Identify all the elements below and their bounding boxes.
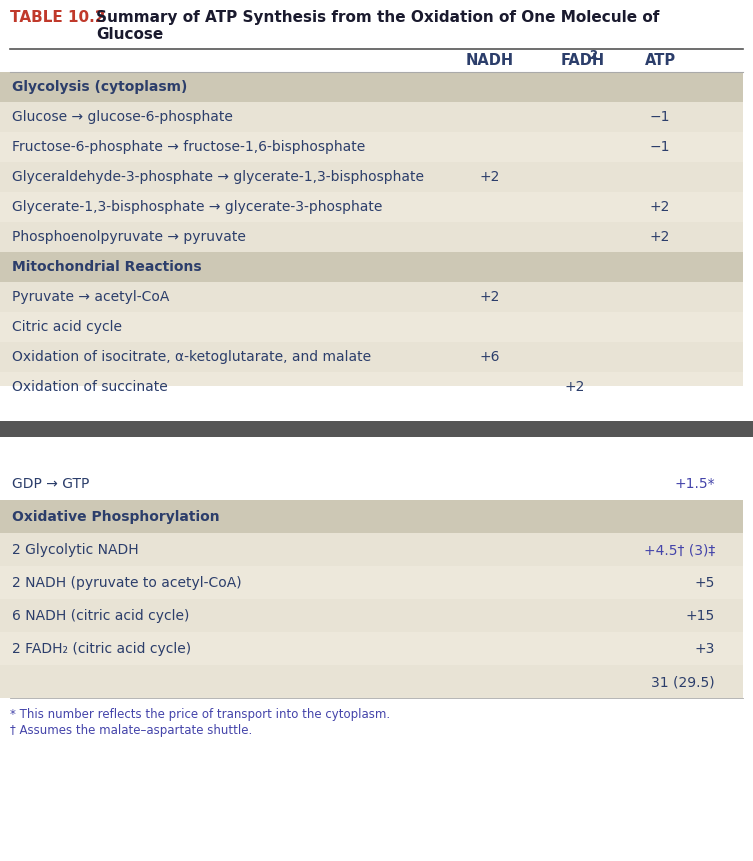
Text: * This number reflects the price of transport into the cytoplasm.: * This number reflects the price of tran… — [10, 708, 390, 721]
Text: 2 FADH₂ (citric acid cycle): 2 FADH₂ (citric acid cycle) — [12, 642, 191, 656]
Text: GDP → GTP: GDP → GTP — [12, 477, 90, 491]
Text: −1: −1 — [650, 110, 670, 124]
Bar — [0, 500, 743, 533]
Bar — [0, 162, 743, 192]
Text: Mitochondrial Reactions: Mitochondrial Reactions — [12, 260, 202, 274]
Text: Glucose → glucose-6-phosphate: Glucose → glucose-6-phosphate — [12, 110, 233, 124]
Text: 6 NADH (citric acid cycle): 6 NADH (citric acid cycle) — [12, 609, 189, 623]
Text: +1.5*: +1.5* — [675, 477, 715, 491]
Bar — [0, 282, 743, 312]
Text: NADH: NADH — [466, 53, 514, 68]
Text: Glucose: Glucose — [96, 27, 163, 42]
Text: 2 NADH (pyruvate to acetyl-CoA): 2 NADH (pyruvate to acetyl-CoA) — [12, 576, 242, 590]
Text: Glycolysis (cytoplasm): Glycolysis (cytoplasm) — [12, 80, 187, 94]
Text: 2: 2 — [589, 49, 597, 62]
Text: TABLE 10.2: TABLE 10.2 — [10, 10, 105, 25]
Text: +3: +3 — [694, 642, 715, 656]
Text: +5: +5 — [694, 576, 715, 590]
Text: +2: +2 — [565, 380, 585, 394]
Bar — [0, 102, 743, 132]
Bar — [0, 533, 743, 566]
Text: Oxidation of succinate: Oxidation of succinate — [12, 380, 168, 394]
Bar — [0, 632, 743, 665]
Text: +2: +2 — [480, 290, 500, 304]
Text: Glycerate-1,3-bisphosphate → glycerate-3-phosphate: Glycerate-1,3-bisphosphate → glycerate-3… — [12, 200, 383, 214]
Text: +6: +6 — [480, 350, 500, 364]
Text: Citric acid cycle: Citric acid cycle — [12, 320, 122, 334]
Text: Fructose-6-phosphate → fructose-1,6-bisphosphate: Fructose-6-phosphate → fructose-1,6-bisp… — [12, 140, 365, 154]
Text: +2: +2 — [650, 230, 670, 244]
Bar — [0, 342, 743, 372]
Bar — [0, 467, 743, 500]
Text: † Assumes the malate–aspartate shuttle.: † Assumes the malate–aspartate shuttle. — [10, 724, 252, 737]
Bar — [0, 222, 743, 252]
Text: +2: +2 — [480, 170, 500, 184]
Bar — [0, 566, 743, 599]
Text: FADH: FADH — [561, 53, 605, 68]
Text: +15: +15 — [686, 609, 715, 623]
Text: Summary of ATP Synthesis from the Oxidation of One Molecule of: Summary of ATP Synthesis from the Oxidat… — [96, 10, 660, 25]
Bar — [0, 252, 743, 282]
Bar — [0, 386, 753, 421]
Text: Oxidative Phosphorylation: Oxidative Phosphorylation — [12, 510, 220, 524]
Text: 2 Glycolytic NADH: 2 Glycolytic NADH — [12, 543, 139, 557]
Text: Glyceraldehyde-3-phosphate → glycerate-1,3-bisphosphate: Glyceraldehyde-3-phosphate → glycerate-1… — [12, 170, 424, 184]
Bar — [0, 421, 753, 437]
Text: ATP: ATP — [645, 53, 675, 68]
Text: Oxidation of isocitrate, α-ketoglutarate, and malate: Oxidation of isocitrate, α-ketoglutarate… — [12, 350, 371, 364]
Bar — [0, 132, 743, 162]
Text: Phosphoenolpyruvate → pyruvate: Phosphoenolpyruvate → pyruvate — [12, 230, 246, 244]
Text: +2: +2 — [650, 200, 670, 214]
Text: −1: −1 — [650, 140, 670, 154]
Text: +4.5† (3)‡: +4.5† (3)‡ — [644, 543, 715, 557]
Bar — [0, 599, 743, 632]
Bar — [0, 372, 743, 402]
Text: Pyruvate → acetyl-CoA: Pyruvate → acetyl-CoA — [12, 290, 169, 304]
Text: 31 (29.5): 31 (29.5) — [651, 675, 715, 689]
Bar — [0, 312, 743, 342]
Bar — [0, 665, 743, 698]
Bar — [0, 192, 743, 222]
Bar — [0, 72, 743, 102]
